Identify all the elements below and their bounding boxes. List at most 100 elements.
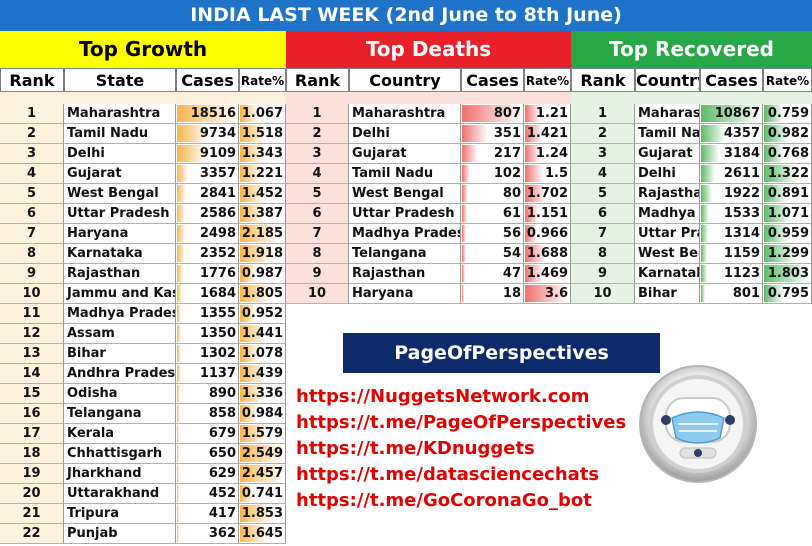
cell-recovered-rank[interactable]: 8 bbox=[571, 244, 635, 264]
cell-deaths-name[interactable]: Madhya Pradesh bbox=[349, 224, 461, 244]
cell-recovered-rank[interactable]: 3 bbox=[571, 144, 635, 164]
cell-deaths-name[interactable]: Haryana bbox=[349, 284, 461, 304]
column-header-growth-rank[interactable]: Rank bbox=[0, 68, 64, 92]
cell-recovered-rank[interactable]: 1 bbox=[571, 104, 635, 124]
cell-growth-cases[interactable]: 9109 bbox=[176, 144, 239, 164]
cell-growth-rate[interactable]: 1.439 bbox=[239, 364, 286, 384]
cell-growth-cases[interactable]: 650 bbox=[176, 444, 239, 464]
cell-growth-rate[interactable]: 2.457 bbox=[239, 464, 286, 484]
cell-recovered-name[interactable]: Maharashtra bbox=[635, 104, 700, 124]
cell-deaths-rate[interactable]: 1.702 bbox=[524, 184, 571, 204]
cell-recovered-name[interactable]: Bihar bbox=[635, 284, 700, 304]
cell-deaths-cases[interactable]: 102 bbox=[461, 164, 524, 184]
cell-recovered-cases[interactable]: 1533 bbox=[700, 204, 763, 224]
cell-growth-rank[interactable]: 17 bbox=[0, 424, 64, 444]
cell-recovered-name[interactable]: Madhya Pradesh bbox=[635, 204, 700, 224]
cell-deaths-rank[interactable]: 3 bbox=[286, 144, 349, 164]
column-header-recovered-cases[interactable]: Cases bbox=[700, 68, 763, 92]
cell-recovered-rank[interactable]: 9 bbox=[571, 264, 635, 284]
cell-growth-cases[interactable]: 1776 bbox=[176, 264, 239, 284]
cell-recovered-rank[interactable]: 2 bbox=[571, 124, 635, 144]
cell-growth-cases[interactable]: 1302 bbox=[176, 344, 239, 364]
column-header-growth-rate[interactable]: Rate% bbox=[239, 68, 286, 92]
cell-deaths-name[interactable]: Rajasthan bbox=[349, 264, 461, 284]
cell-growth-rate[interactable]: 1.387 bbox=[239, 204, 286, 224]
cell-growth-name[interactable]: Punjab bbox=[64, 524, 176, 544]
cell-deaths-name[interactable]: Uttar Pradesh bbox=[349, 204, 461, 224]
cell-growth-rank[interactable]: 9 bbox=[0, 264, 64, 284]
cell-growth-cases[interactable]: 679 bbox=[176, 424, 239, 444]
cell-deaths-rate[interactable]: 1.24 bbox=[524, 144, 571, 164]
cell-deaths-rank[interactable]: 4 bbox=[286, 164, 349, 184]
cell-growth-name[interactable]: Assam bbox=[64, 324, 176, 344]
promo-link[interactable]: https://NuggetsNetwork.com bbox=[296, 386, 590, 407]
cell-deaths-rank[interactable]: 1 bbox=[286, 104, 349, 124]
cell-recovered-cases[interactable]: 1159 bbox=[700, 244, 763, 264]
cell-growth-name[interactable]: Telangana bbox=[64, 404, 176, 424]
cell-deaths-rank[interactable]: 7 bbox=[286, 224, 349, 244]
cell-growth-rank[interactable]: 3 bbox=[0, 144, 64, 164]
cell-growth-rank[interactable]: 13 bbox=[0, 344, 64, 364]
cell-recovered-rate[interactable]: 0.982 bbox=[763, 124, 812, 144]
cell-growth-name[interactable]: Maharashtra bbox=[64, 104, 176, 124]
cell-recovered-name[interactable]: West Bengal bbox=[635, 244, 700, 264]
cell-growth-cases[interactable]: 1350 bbox=[176, 324, 239, 344]
cell-recovered-cases[interactable]: 1314 bbox=[700, 224, 763, 244]
cell-deaths-cases[interactable]: 217 bbox=[461, 144, 524, 164]
cell-growth-rank[interactable]: 6 bbox=[0, 204, 64, 224]
cell-growth-name[interactable]: Bihar bbox=[64, 344, 176, 364]
column-header-deaths-rank[interactable]: Rank bbox=[286, 68, 349, 92]
cell-growth-name[interactable]: Tripura bbox=[64, 504, 176, 524]
cell-recovered-cases[interactable]: 3184 bbox=[700, 144, 763, 164]
cell-growth-rank[interactable]: 18 bbox=[0, 444, 64, 464]
cell-recovered-rate[interactable]: 0.795 bbox=[763, 284, 812, 304]
cell-growth-rank[interactable]: 5 bbox=[0, 184, 64, 204]
cell-recovered-name[interactable]: Gujarat bbox=[635, 144, 700, 164]
cell-growth-rank[interactable]: 4 bbox=[0, 164, 64, 184]
cell-growth-cases[interactable]: 452 bbox=[176, 484, 239, 504]
cell-growth-cases[interactable]: 1355 bbox=[176, 304, 239, 324]
cell-growth-cases[interactable]: 2841 bbox=[176, 184, 239, 204]
cell-deaths-cases[interactable]: 18 bbox=[461, 284, 524, 304]
cell-growth-rank[interactable]: 15 bbox=[0, 384, 64, 404]
cell-growth-cases[interactable]: 2586 bbox=[176, 204, 239, 224]
cell-growth-rank[interactable]: 12 bbox=[0, 324, 64, 344]
cell-growth-rank[interactable]: 10 bbox=[0, 284, 64, 304]
cell-growth-name[interactable]: Chhattisgarh bbox=[64, 444, 176, 464]
cell-growth-cases[interactable]: 18516 bbox=[176, 104, 239, 124]
cell-deaths-name[interactable]: Maharashtra bbox=[349, 104, 461, 124]
cell-deaths-rate[interactable]: 3.6 bbox=[524, 284, 571, 304]
cell-recovered-cases[interactable]: 10867 bbox=[700, 104, 763, 124]
cell-recovered-name[interactable]: Uttar Pradesh bbox=[635, 224, 700, 244]
cell-growth-cases[interactable]: 9734 bbox=[176, 124, 239, 144]
cell-growth-rate[interactable]: 2.185 bbox=[239, 224, 286, 244]
cell-recovered-rate[interactable]: 1.322 bbox=[763, 164, 812, 184]
cell-growth-rank[interactable]: 20 bbox=[0, 484, 64, 504]
column-header-recovered-country[interactable]: Country bbox=[635, 68, 700, 92]
cell-deaths-rank[interactable]: 5 bbox=[286, 184, 349, 204]
cell-growth-rank[interactable]: 14 bbox=[0, 364, 64, 384]
cell-recovered-rank[interactable]: 5 bbox=[571, 184, 635, 204]
column-header-deaths-country[interactable]: Country bbox=[349, 68, 461, 92]
cell-growth-rate[interactable]: 1.452 bbox=[239, 184, 286, 204]
promo-link[interactable]: https://t.me/datasciencechats bbox=[296, 464, 600, 485]
cell-growth-rank[interactable]: 16 bbox=[0, 404, 64, 424]
cell-growth-cases[interactable]: 2498 bbox=[176, 224, 239, 244]
cell-deaths-rank[interactable]: 8 bbox=[286, 244, 349, 264]
column-header-deaths-cases[interactable]: Cases bbox=[461, 68, 524, 92]
cell-growth-rank[interactable]: 11 bbox=[0, 304, 64, 324]
cell-deaths-rate[interactable]: 1.21 bbox=[524, 104, 571, 124]
cell-growth-cases[interactable]: 2352 bbox=[176, 244, 239, 264]
cell-recovered-rate[interactable]: 1.071 bbox=[763, 204, 812, 224]
cell-deaths-rate[interactable]: 1.421 bbox=[524, 124, 571, 144]
cell-growth-rate[interactable]: 1.579 bbox=[239, 424, 286, 444]
cell-deaths-name[interactable]: Delhi bbox=[349, 124, 461, 144]
cell-deaths-rate[interactable]: 1.688 bbox=[524, 244, 571, 264]
cell-recovered-cases[interactable]: 2611 bbox=[700, 164, 763, 184]
cell-growth-rate[interactable]: 1.518 bbox=[239, 124, 286, 144]
column-header-recovered-rate[interactable]: Rate% bbox=[763, 68, 812, 92]
cell-deaths-cases[interactable]: 80 bbox=[461, 184, 524, 204]
cell-growth-cases[interactable]: 3357 bbox=[176, 164, 239, 184]
cell-deaths-cases[interactable]: 807 bbox=[461, 104, 524, 124]
cell-recovered-name[interactable]: Tamil Nadu bbox=[635, 124, 700, 144]
